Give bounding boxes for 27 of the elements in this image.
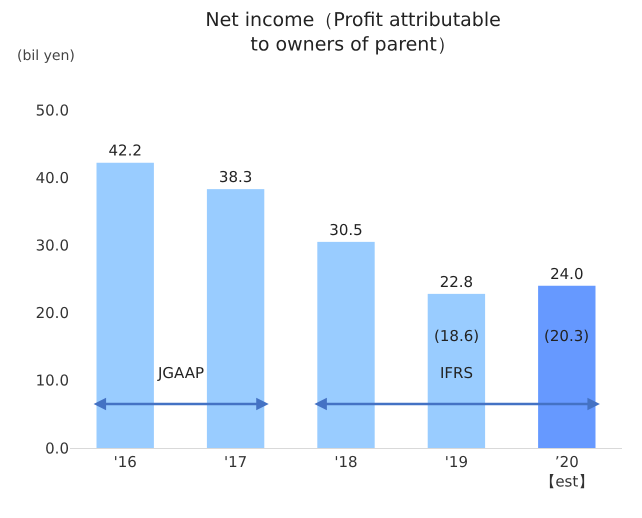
bar (96, 162, 154, 448)
y-tick-label: 50.0 (36, 101, 69, 120)
bar (538, 286, 596, 448)
y-axis-title: (bil yen) (17, 48, 75, 64)
chart-title: Net income（Profit attributable to owners of parent） (205, 8, 501, 56)
data-label: 38.3 (218, 168, 252, 186)
y-tick-label: 10.0 (36, 372, 69, 390)
y-tick-label: 30.0 (36, 236, 69, 254)
data-label: 30.5 (329, 220, 363, 239)
annotation: (20.3) (544, 327, 590, 345)
x-tick-label: '16 (114, 453, 137, 471)
x-tick-label: ’20 【est】 (540, 453, 594, 490)
annotation: (18.6) (434, 327, 480, 345)
bar (317, 242, 375, 448)
x-tick-label: '19 (444, 453, 468, 471)
x-tick-label: '17 (224, 453, 248, 471)
x-tick-label: '18 (334, 453, 358, 471)
data-label: 24.0 (550, 264, 584, 283)
annotation: JGAAP (157, 364, 204, 382)
data-label: 22.8 (440, 272, 474, 291)
y-tick-label: 20.0 (36, 304, 69, 322)
data-label: 42.2 (108, 142, 142, 160)
y-tick-label: 0.0 (45, 439, 69, 458)
bar (428, 294, 486, 448)
annotation: IFRS (440, 364, 473, 382)
bar (206, 189, 264, 448)
y-tick-label: 40.0 (36, 168, 69, 187)
